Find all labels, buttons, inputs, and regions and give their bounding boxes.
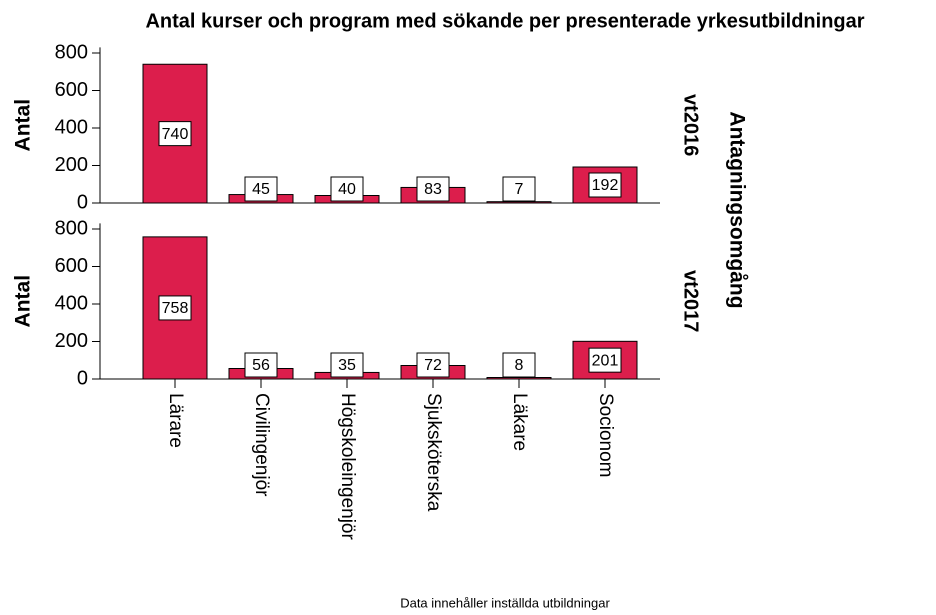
y-tick-label: 200: [55, 330, 88, 352]
value-label-box: [502, 352, 536, 378]
value-label: 56: [252, 357, 270, 374]
y-tick-label: 800: [55, 217, 88, 239]
value-label: 8: [515, 357, 524, 374]
value-label-box: [588, 347, 622, 373]
y-axis-label: Antal: [12, 275, 35, 328]
value-label: 40: [338, 181, 356, 198]
y-tick-label: 600: [55, 79, 88, 101]
panel-axis-label: Antagningsomgång: [725, 111, 748, 308]
value-label: 7: [515, 181, 524, 198]
footnote: Data innehåller inställda utbildningar: [400, 595, 610, 610]
value-label: 758: [162, 300, 189, 317]
x-tick-label: Sjuksköterska: [423, 393, 444, 512]
y-tick-label: 0: [77, 367, 88, 389]
y-tick-label: 200: [55, 154, 88, 176]
panel-label: vt2016: [680, 94, 702, 156]
y-axis-label: Antal: [12, 99, 35, 152]
chart-title: Antal kurser och program med sökande per…: [145, 10, 864, 32]
y-tick-label: 0: [77, 191, 88, 213]
y-tick-label: 400: [55, 292, 88, 314]
value-label-box: [588, 172, 622, 198]
panel-label: vt2017: [680, 270, 702, 332]
value-label-box: [244, 352, 278, 378]
value-label: 740: [162, 126, 189, 143]
value-label: 72: [424, 357, 442, 374]
value-label-box: [416, 352, 450, 378]
x-tick-label: Civilingenjör: [251, 393, 272, 497]
value-label: 45: [252, 181, 270, 198]
value-label-box: [416, 176, 450, 202]
value-label-box: [158, 121, 192, 147]
x-tick-label: Lärare: [165, 393, 186, 448]
bar: [486, 377, 552, 380]
y-tick-label: 800: [55, 41, 88, 63]
x-tick-label: Socionom: [595, 393, 616, 478]
x-tick-label: Läkare: [509, 393, 530, 451]
bar: [486, 201, 552, 204]
value-label-box: [502, 176, 536, 202]
value-label-box: [244, 176, 278, 202]
x-tick-label: Högskoleingenjör: [337, 393, 358, 540]
value-label: 192: [592, 177, 619, 194]
value-label: 35: [338, 357, 356, 374]
value-label-box: [330, 352, 364, 378]
y-tick-label: 400: [55, 116, 88, 138]
value-label: 83: [424, 181, 442, 198]
value-label: 201: [592, 352, 619, 369]
value-label-box: [330, 176, 364, 202]
value-label-box: [158, 295, 192, 321]
y-tick-label: 600: [55, 255, 88, 277]
